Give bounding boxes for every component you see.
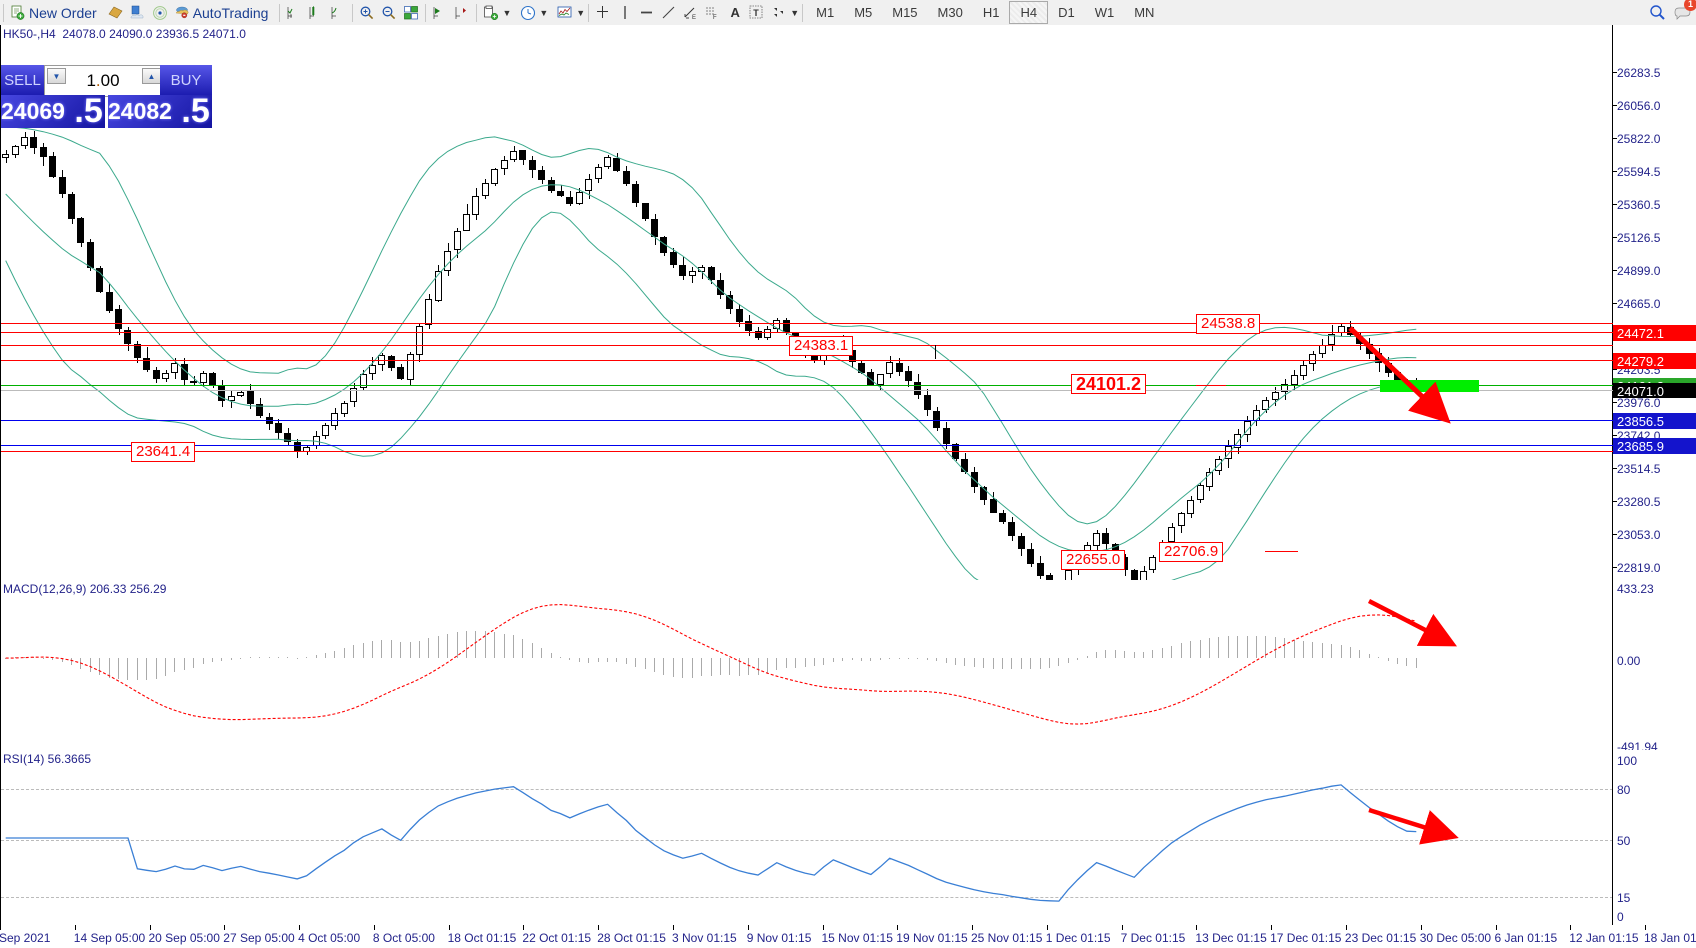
svg-text:T: T	[754, 8, 760, 18]
svg-text:F: F	[713, 15, 717, 21]
svg-text:E: E	[692, 15, 696, 21]
